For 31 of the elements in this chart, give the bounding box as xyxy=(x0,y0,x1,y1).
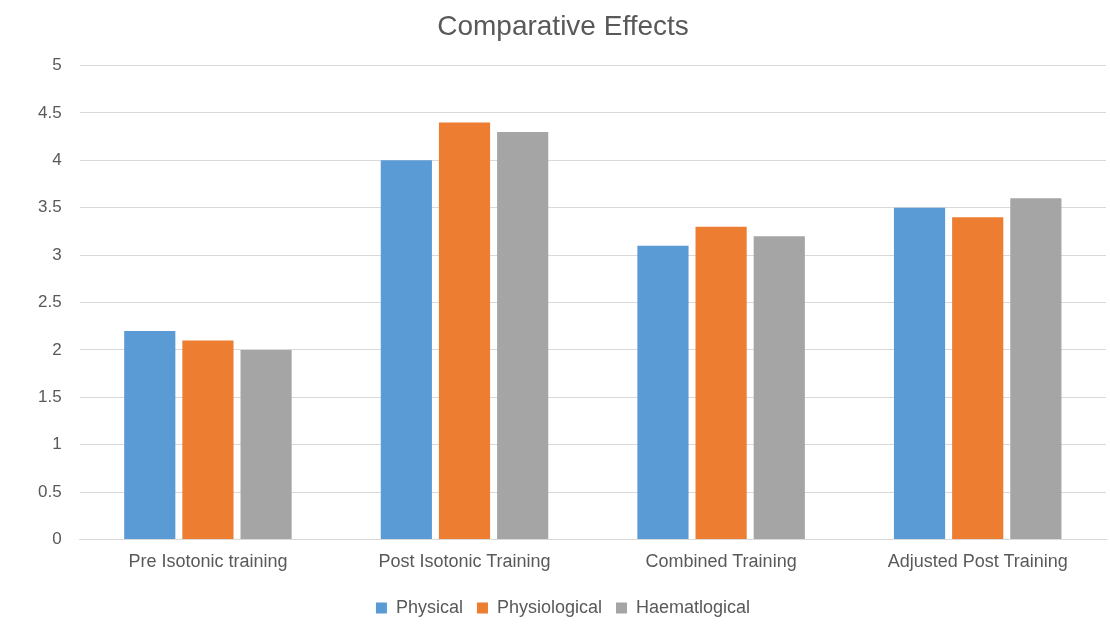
bar xyxy=(1010,198,1062,539)
bar xyxy=(893,207,946,539)
y-tick-label: 2 xyxy=(52,339,62,359)
y-tick-label: 4 xyxy=(52,150,62,170)
bar xyxy=(497,131,549,539)
y-tick-label: 1.5 xyxy=(37,386,62,406)
y-tick-label: 1 xyxy=(52,434,62,454)
bar xyxy=(182,340,234,539)
bar xyxy=(240,349,292,539)
y-tick-label: 3.5 xyxy=(37,197,62,217)
y-tick-label: 5 xyxy=(52,55,62,75)
bar xyxy=(753,236,805,539)
x-tick-label: Post Isotonic Training xyxy=(378,551,551,572)
x-tick-label: Pre Isotonic training xyxy=(128,551,288,572)
y-tick-label: 0.5 xyxy=(37,481,62,501)
chart-title: Comparative Effects xyxy=(437,9,689,41)
legend-label: Haematlogical xyxy=(636,596,751,617)
y-tick-label: 3 xyxy=(52,244,62,264)
x-tick-label: Adjusted Post Training xyxy=(887,551,1068,572)
bar xyxy=(952,217,1004,539)
x-tick-label: Combined Training xyxy=(645,551,797,572)
bar xyxy=(124,330,176,539)
legend-label: Physiological xyxy=(496,596,603,617)
bar xyxy=(695,226,747,539)
bar xyxy=(438,122,491,539)
bar xyxy=(637,245,689,539)
y-tick-label: 0 xyxy=(52,529,62,549)
y-tick-label: 2.5 xyxy=(37,292,62,312)
bar xyxy=(380,160,432,539)
y-tick-label: 4.5 xyxy=(37,102,62,122)
legend-label: Physical xyxy=(395,596,463,617)
